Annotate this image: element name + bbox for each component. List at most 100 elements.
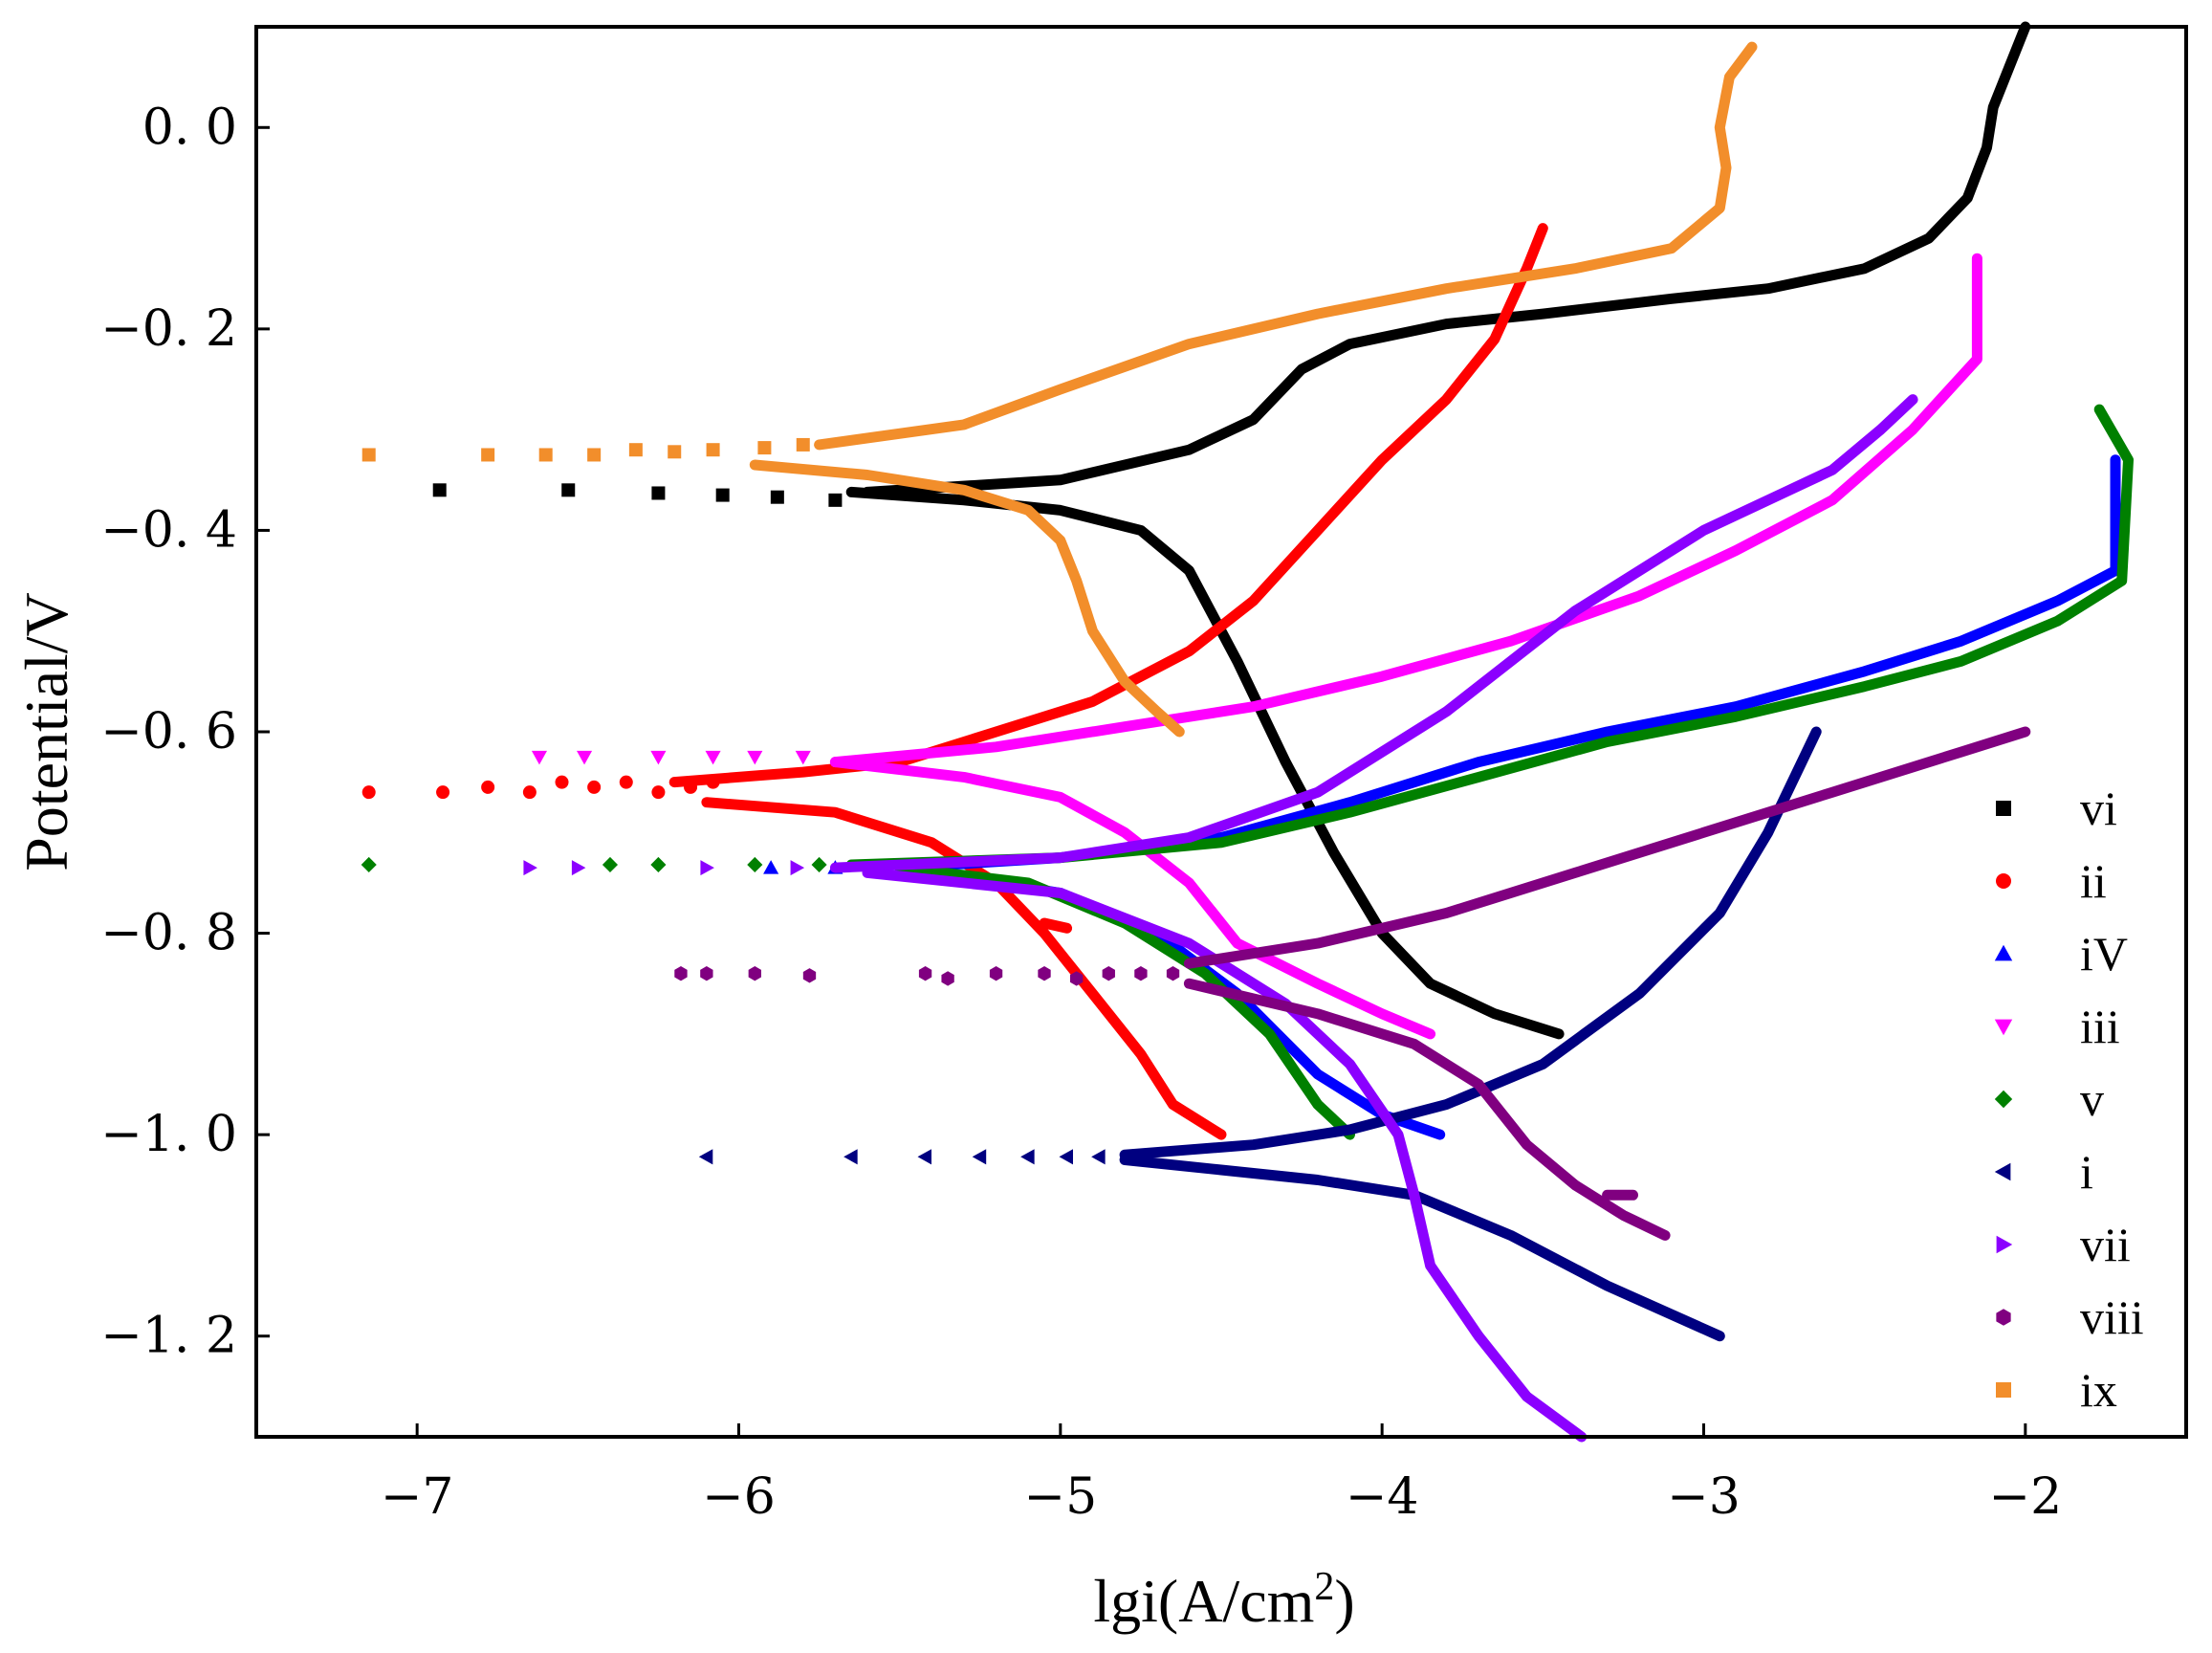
y-axis: 0. 0 −0. 2 −0. 4 −0. 6 −0. 8 −1. 0 −1. 2 [100,99,270,1365]
x-tick-label: −2 [1989,1468,2063,1526]
legend-label-ii: ii [2080,854,2107,908]
x-tick-label: −6 [702,1468,776,1526]
series-ix-point [361,448,376,462]
series-viii-point [1134,965,1148,981]
series-i-point [1059,1149,1073,1165]
series-ii-point [684,780,698,794]
series-ix-point [628,443,643,457]
series-viii-point [1102,965,1115,981]
series-vi-branch-1 [862,21,2031,497]
series-iii-branch-1 [829,253,1982,768]
series-i-point [1020,1149,1035,1165]
series-iii-point [747,750,763,765]
y-tick-label: −0. 4 [100,501,237,559]
series-ii-point [587,780,602,794]
series-ii-branch-2 [701,797,1227,1140]
series-ix-point [668,445,682,459]
y-axis-title: Potential/V [12,592,80,871]
legend-marker-i [1994,1162,2011,1181]
legend-label-iV: iV [2080,927,2128,981]
series-ii-point [651,785,666,800]
series-vi [432,21,2031,1040]
series-vi-point [715,488,730,502]
series-viii-point [1038,965,1051,981]
series-iii-point [795,750,811,765]
series-viii-point [748,965,761,981]
legend-label-iii: iii [2080,1000,2120,1053]
series-i-point [972,1149,987,1165]
series-vii-branch-1 [829,394,1918,873]
legend-label-i: i [2080,1145,2093,1199]
series-v-point [650,856,667,873]
series-iii-point [577,750,593,765]
legend-label-ix: ix [2080,1363,2117,1417]
series-iV [763,454,2121,1140]
series-ii-point [706,775,720,789]
legend-item-i: i [1994,1145,2093,1199]
series-viii-point [1069,971,1084,986]
series-viii-point [941,971,954,986]
series-vii-point [523,860,537,876]
series-ii-point [361,785,376,800]
series-i-point [1091,1149,1106,1165]
x-axis-title-suffix: ) [1334,1567,1354,1635]
series-vi-point [770,490,784,504]
series-vii-point [571,860,586,876]
series-viii-point [674,965,688,981]
series-vi-point [432,483,447,497]
plot-frame [254,25,2188,1439]
series-v-point [361,856,377,873]
series-viii-branch-2 [1183,978,1671,1241]
y-tick-label: −0. 6 [100,703,237,760]
y-tick-label: −0. 8 [100,905,237,962]
series-iii-point [650,750,667,765]
series-viii-point [1166,965,1180,981]
series-i-branch-1 [1119,726,1822,1160]
x-tick-label: −7 [381,1468,454,1526]
series-ix-branch-1 [814,41,1758,451]
series-ii [361,223,1548,1140]
series-ii-point [619,775,633,789]
series-ii-point [436,785,450,800]
legend-label-vi: vi [2080,782,2117,835]
series-vii-point [700,860,714,876]
y-tick-label: 0. 0 [142,99,237,156]
legend-item-viii: viii [1996,1290,2144,1344]
legend-marker-ix [1996,1382,2011,1398]
series-ii-branch-1 [668,223,1548,788]
series-viii-point [802,968,817,983]
series-viii [674,726,2031,1241]
x-axis-title: lgi(A/cm2) [1093,1565,1354,1635]
series-i-point [698,1149,713,1165]
legend-item-iV: iV [1994,927,2128,981]
y-tick-label: −1. 2 [100,1308,237,1365]
legend-marker-vii [1996,1235,2013,1254]
y-tick-label: −0. 2 [100,300,237,358]
series-vi-point [828,493,843,507]
legend-marker-viii [1996,1309,2011,1326]
x-axis-title-superscript: 2 [1314,1565,1334,1609]
series-layer [361,21,2134,1443]
series-v-point [602,856,619,873]
y-tick-label: −1. 0 [100,1106,237,1163]
x-tick-label: −5 [1024,1468,1098,1526]
series-v-point [811,856,827,873]
series-vi-point [651,486,666,500]
series-ii-point [481,780,495,794]
series-ix-branch-2 [749,459,1185,738]
x-tick-label: −3 [1667,1468,1741,1526]
legend-label-v: v [2080,1072,2104,1126]
series-vii-point [790,860,805,876]
legend-marker-iV [1994,944,2013,961]
series-viii-point [700,965,713,981]
series-vi-branch-2 [845,486,1565,1040]
series-viii-point [918,965,932,981]
legend-marker-ii [1996,873,2011,889]
series-ii-branch-3 [1039,917,1073,934]
series-vii-branch-2 [862,867,1588,1443]
x-axis-title-main: lgi(A/cm [1093,1567,1314,1635]
x-tick-label: −4 [1346,1468,1419,1526]
series-iii-point [705,750,721,765]
